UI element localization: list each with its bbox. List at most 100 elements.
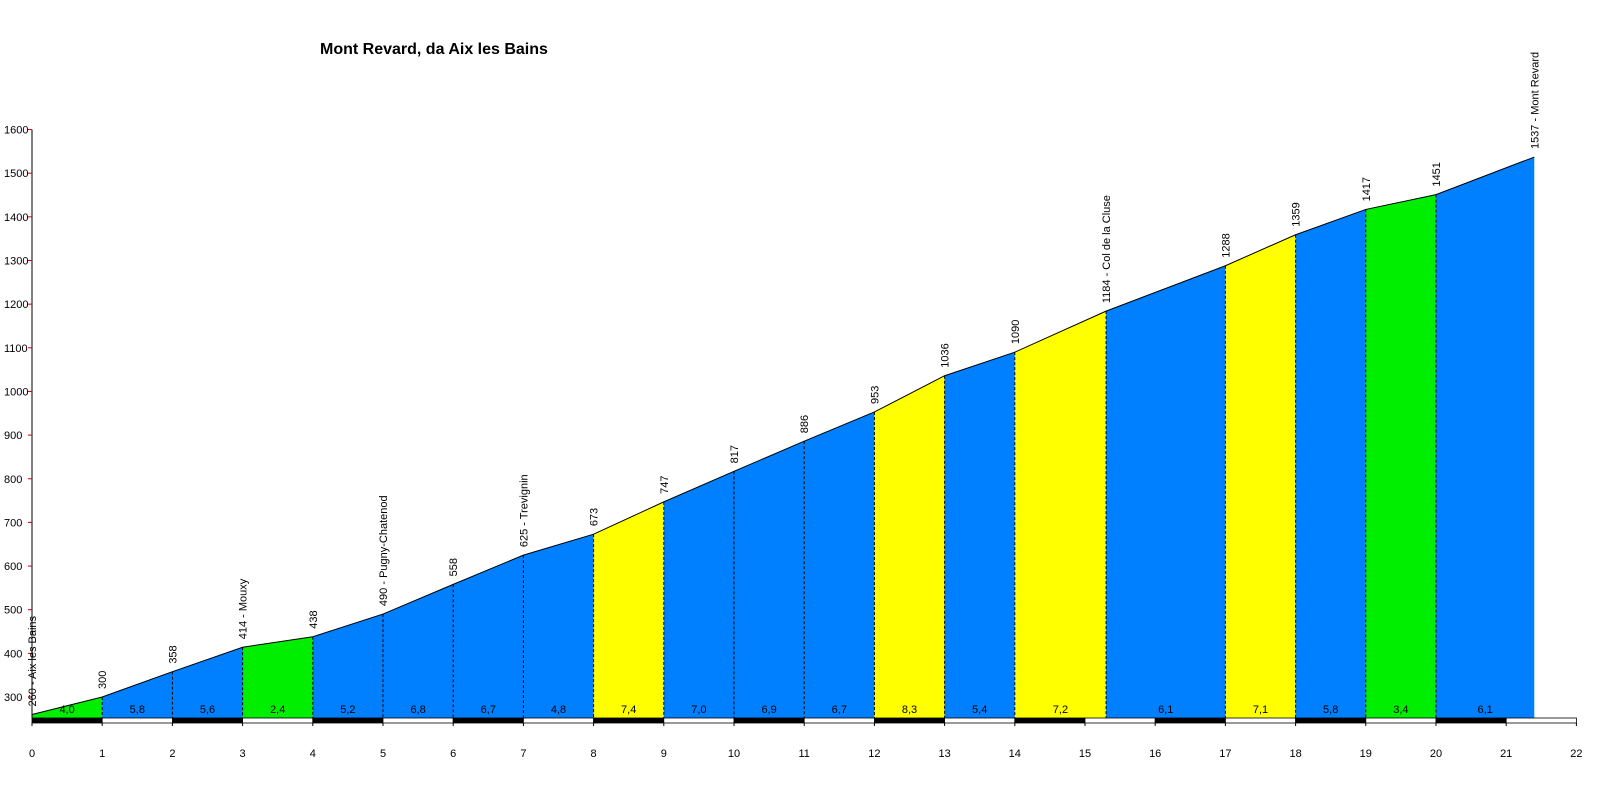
distance-band-block <box>1435 717 1507 724</box>
x-tick-label: 5 <box>380 748 386 760</box>
segment-grade-label: 7,1 <box>1253 704 1268 716</box>
x-tick-label: 1 <box>99 748 105 760</box>
x-tick-label: 4 <box>310 748 316 760</box>
x-tick-label: 14 <box>1009 748 1021 760</box>
x-tick-label: 0 <box>29 748 35 760</box>
profile-segment <box>1365 194 1436 718</box>
distance-band-block <box>874 717 946 724</box>
segment-grade-label: 2,4 <box>270 704 285 716</box>
y-tick-label: 400 <box>4 648 22 660</box>
profile-segment <box>1295 209 1366 718</box>
distance-band-block <box>452 717 524 724</box>
distance-band-block <box>1154 717 1226 724</box>
elevation-annotation: 1451 <box>1431 162 1443 186</box>
elevation-annotation: 358 <box>167 645 179 663</box>
profile-segment <box>593 501 664 718</box>
segment-grade-label: 6,1 <box>1158 704 1173 716</box>
elevation-annotation: 817 <box>729 445 741 463</box>
elevation-annotation: 1090 <box>1010 320 1022 344</box>
x-tick-label: 19 <box>1360 748 1372 760</box>
y-tick-label: 700 <box>4 517 22 529</box>
profile-segment <box>242 636 313 718</box>
elevation-annotation: 1359 <box>1291 202 1303 226</box>
x-tick-label: 20 <box>1430 748 1442 760</box>
distance-band-block <box>663 717 735 724</box>
distance-band-block <box>1225 717 1297 724</box>
y-tick-label: 1100 <box>4 343 28 355</box>
grade-labels: 4,0 5,8 5,6 2,4 5,2 6,8 6,7 4,8 7,4 7,0 6,9 6,7 8,3 5… <box>59 704 1492 716</box>
y-tick-label: 800 <box>4 474 22 486</box>
x-tick-label: 16 <box>1149 748 1161 760</box>
x-tick-label: 18 <box>1289 748 1301 760</box>
distance-band-block <box>101 717 173 724</box>
x-tick-label: 7 <box>520 748 526 760</box>
y-tick-label: 1000 <box>4 386 28 398</box>
y-tick-label: 1200 <box>4 299 28 311</box>
segment-dividers <box>101 194 1437 718</box>
distance-band-block <box>1505 717 1577 724</box>
x-tick-label: 15 <box>1079 748 1091 760</box>
segment-grade-label: 4,8 <box>551 704 566 716</box>
distance-band-block <box>1295 717 1367 724</box>
elevation-annotation: 260 - Aix les Bains <box>27 615 39 706</box>
distance-band-block <box>523 717 595 724</box>
elevation-annotation: 300 <box>97 671 109 689</box>
y-tick-label: 900 <box>4 430 22 442</box>
profile-segment <box>383 584 454 718</box>
segment-grade-label: 5,6 <box>200 704 215 716</box>
elevation-annotations: 260 - Aix les Bains 300 358 414 - Mouxy 438 4… <box>27 52 1541 707</box>
profile-segment <box>1436 157 1535 718</box>
elevation-annotation: 1288 <box>1220 233 1232 257</box>
x-tick-label: 13 <box>938 748 950 760</box>
profile-segment <box>312 614 383 718</box>
x-tick-label: 2 <box>169 748 175 760</box>
segment-grade-label: 5,8 <box>130 704 145 716</box>
elevation-annotation: 886 <box>799 415 811 433</box>
distance-band-block <box>242 717 314 724</box>
distance-band <box>31 717 1577 724</box>
profile-segment <box>1014 311 1107 718</box>
elevation-annotation: 1417 <box>1361 177 1373 201</box>
distance-band-block <box>312 717 384 724</box>
y-tick-label: 1300 <box>4 256 28 268</box>
x-tick-label: 10 <box>728 748 740 760</box>
elevation-annotation: 1184 - Col de la Cluse <box>1101 195 1113 303</box>
profile-segment <box>874 375 945 718</box>
x-tick-label: 22 <box>1570 748 1582 760</box>
elevation-annotation: 490 - Pugny-Chatenod <box>378 495 390 606</box>
elevation-annotation: 953 <box>869 386 881 404</box>
elevation-annotation: 438 <box>308 610 320 628</box>
distance-band-block <box>171 717 243 724</box>
segment-grade-label: 5,4 <box>972 704 987 716</box>
y-axis: 300 400 500 600 700 800 900 1000 1100 1200 1300 140… <box>4 125 33 718</box>
profile-segment <box>453 555 524 718</box>
y-tick-label: 300 <box>4 692 22 704</box>
profile-segments <box>32 157 1535 718</box>
distance-band-block <box>1084 717 1156 724</box>
y-tick-label: 1400 <box>4 212 28 224</box>
x-tick-label: 11 <box>798 748 809 760</box>
distance-band-block <box>803 717 875 724</box>
elevation-annotation: 414 - Mouxy <box>238 578 250 639</box>
x-tick-label: 3 <box>240 748 246 760</box>
profile-line <box>31 156 1535 715</box>
elevation-annotation: 673 <box>589 508 601 526</box>
profile-outline <box>31 156 1535 715</box>
profile-segment <box>1106 265 1226 718</box>
segment-grade-label: 6,8 <box>410 704 425 716</box>
profile-segment <box>102 671 173 718</box>
profile-segment <box>804 411 875 718</box>
distance-band-block <box>733 717 805 724</box>
distance-band-block <box>382 717 454 724</box>
segment-grade-label: 5,8 <box>1323 704 1338 716</box>
segment-grade-label: 6,1 <box>1477 704 1492 716</box>
x-axis: 0 1 2 3 4 5 6 7 8 9 10 11 12 13 14 15 16 17 18 19 20 21 22 <box>29 723 1583 760</box>
elevation-annotation: 558 <box>448 558 460 576</box>
elevation-annotation: 1036 <box>940 343 952 367</box>
x-tick-label: 17 <box>1219 748 1231 760</box>
y-tick-label: 600 <box>4 561 22 573</box>
y-tick-label: 1500 <box>4 168 28 180</box>
x-tick-label: 21 <box>1500 748 1512 760</box>
profile-segment <box>523 534 594 718</box>
distance-band-block <box>593 717 665 724</box>
